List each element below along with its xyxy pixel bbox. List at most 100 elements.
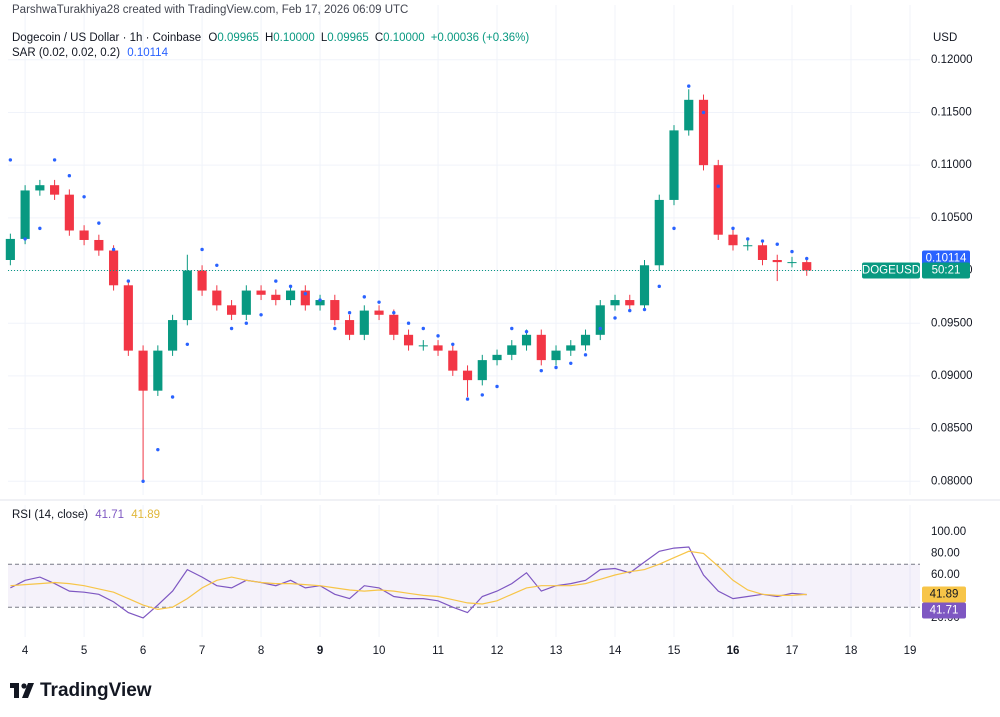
sar-dot xyxy=(362,295,367,299)
candle-body xyxy=(728,234,738,246)
candle-body xyxy=(227,305,237,315)
candle-body xyxy=(551,350,561,361)
candle-body xyxy=(507,345,517,355)
x-tick-label: 16 xyxy=(727,645,740,657)
x-tick-label: 10 xyxy=(373,645,386,657)
candle-body xyxy=(94,239,104,251)
x-tick-label: 7 xyxy=(199,645,205,657)
sar-dot xyxy=(628,308,632,313)
candle-body xyxy=(580,334,591,346)
rsi-tick-label: 100.00 xyxy=(931,526,966,538)
sar-dot xyxy=(510,326,514,331)
sar-dot xyxy=(657,284,661,289)
x-tick-label: 6 xyxy=(140,645,146,657)
candle-body xyxy=(639,265,650,306)
rsi-line xyxy=(10,546,807,619)
indicator-title: SAR (0.02, 0.02, 0.2) xyxy=(12,47,121,59)
sar-dot xyxy=(746,237,750,241)
candle-body xyxy=(654,199,664,266)
ohlc-value: 0.09965 xyxy=(327,32,369,44)
rsi-ma-value: 41.89 xyxy=(131,509,161,521)
logo xyxy=(10,683,34,698)
x-tick-label: 14 xyxy=(609,645,622,657)
candle-body xyxy=(5,238,15,260)
candle-body xyxy=(698,99,709,166)
ohlc-item: H0.10000 xyxy=(265,32,315,44)
candle-body xyxy=(168,320,178,351)
rsi-tag xyxy=(922,602,966,619)
sar-dot xyxy=(775,242,779,246)
candle-body xyxy=(359,310,369,335)
candle-body xyxy=(418,345,428,347)
symbol-title: Dogecoin / US Dollar · 1h · Coinbase xyxy=(12,32,202,44)
candle-body xyxy=(123,285,133,351)
sar-dot xyxy=(583,353,588,357)
rsi-tag-label: 41.71 xyxy=(930,604,959,616)
candle-body xyxy=(241,290,251,315)
sar-dot xyxy=(156,447,160,452)
sar-dot xyxy=(406,321,411,325)
candle-body xyxy=(35,185,45,191)
candle-body xyxy=(684,99,694,131)
sar-dot xyxy=(613,316,617,320)
ohlc-value: 0.10000 xyxy=(383,32,425,44)
candle-body xyxy=(757,245,768,260)
sar-dot xyxy=(451,342,455,347)
sar-legend: SAR (0.02, 0.02, 0.2) 0.10114 xyxy=(12,47,172,59)
sar-dot xyxy=(185,342,190,347)
x-tick-label: 9 xyxy=(317,645,323,657)
candle-body xyxy=(669,130,679,200)
grid xyxy=(8,5,920,637)
currency: USD xyxy=(933,32,958,44)
x-tick-label: 17 xyxy=(786,645,799,657)
countdown-tag xyxy=(922,262,970,279)
candle-body xyxy=(389,314,399,335)
y-tick-label: 0.10500 xyxy=(931,212,973,224)
sar-dot xyxy=(82,195,86,199)
candle-body xyxy=(477,360,487,381)
sar-dot xyxy=(495,384,499,389)
candle-body xyxy=(787,262,797,264)
sar-dot xyxy=(303,292,308,296)
y-tick-label: 0.09500 xyxy=(931,317,973,329)
candle-body xyxy=(802,262,812,271)
sar-dot xyxy=(97,221,101,225)
candle-body xyxy=(64,194,74,231)
ohlc-value: 0.10000 xyxy=(273,32,315,44)
sar-dot xyxy=(288,284,293,289)
rsi-title: RSI (14, close) xyxy=(12,509,89,521)
y-tick-label: 0.12000 xyxy=(931,54,973,66)
sar-dot xyxy=(760,239,765,243)
sar-dot xyxy=(244,321,249,325)
sar-dot xyxy=(569,361,573,365)
x-tick-label: 13 xyxy=(550,645,563,657)
x-tick-label: 19 xyxy=(904,645,917,657)
sar-dot xyxy=(141,479,145,484)
rsi-band xyxy=(8,564,920,608)
sar-dot xyxy=(436,334,440,338)
symbol-tag-label: DOGEUSD xyxy=(862,265,920,277)
candle-body xyxy=(20,190,30,239)
sar-dot xyxy=(790,249,794,254)
sar-dot xyxy=(731,226,735,231)
sar-dot xyxy=(229,326,234,331)
sar-tag xyxy=(922,250,970,267)
price-legend: Dogecoin / US Dollar · 1h · Coinbase O0.… xyxy=(12,32,533,44)
candle-body xyxy=(772,260,782,263)
sar-dot xyxy=(215,263,219,267)
candle-body xyxy=(536,334,546,361)
ohlc-key: C xyxy=(374,32,384,44)
rsi-tick-label: 60.00 xyxy=(931,569,960,581)
x-tick-label: 15 xyxy=(668,645,681,657)
sar-dot xyxy=(701,110,706,115)
sar-dot xyxy=(539,368,543,373)
sar-dot xyxy=(67,173,72,178)
candle-body xyxy=(182,270,192,321)
candle-body xyxy=(330,300,340,321)
y-tick-label: 0.08000 xyxy=(931,475,973,487)
candle-body xyxy=(315,300,325,306)
sar-dot xyxy=(274,279,278,283)
candle-body xyxy=(285,290,296,301)
candle-body xyxy=(300,290,310,306)
y-tick-label: 0.09000 xyxy=(931,370,973,382)
